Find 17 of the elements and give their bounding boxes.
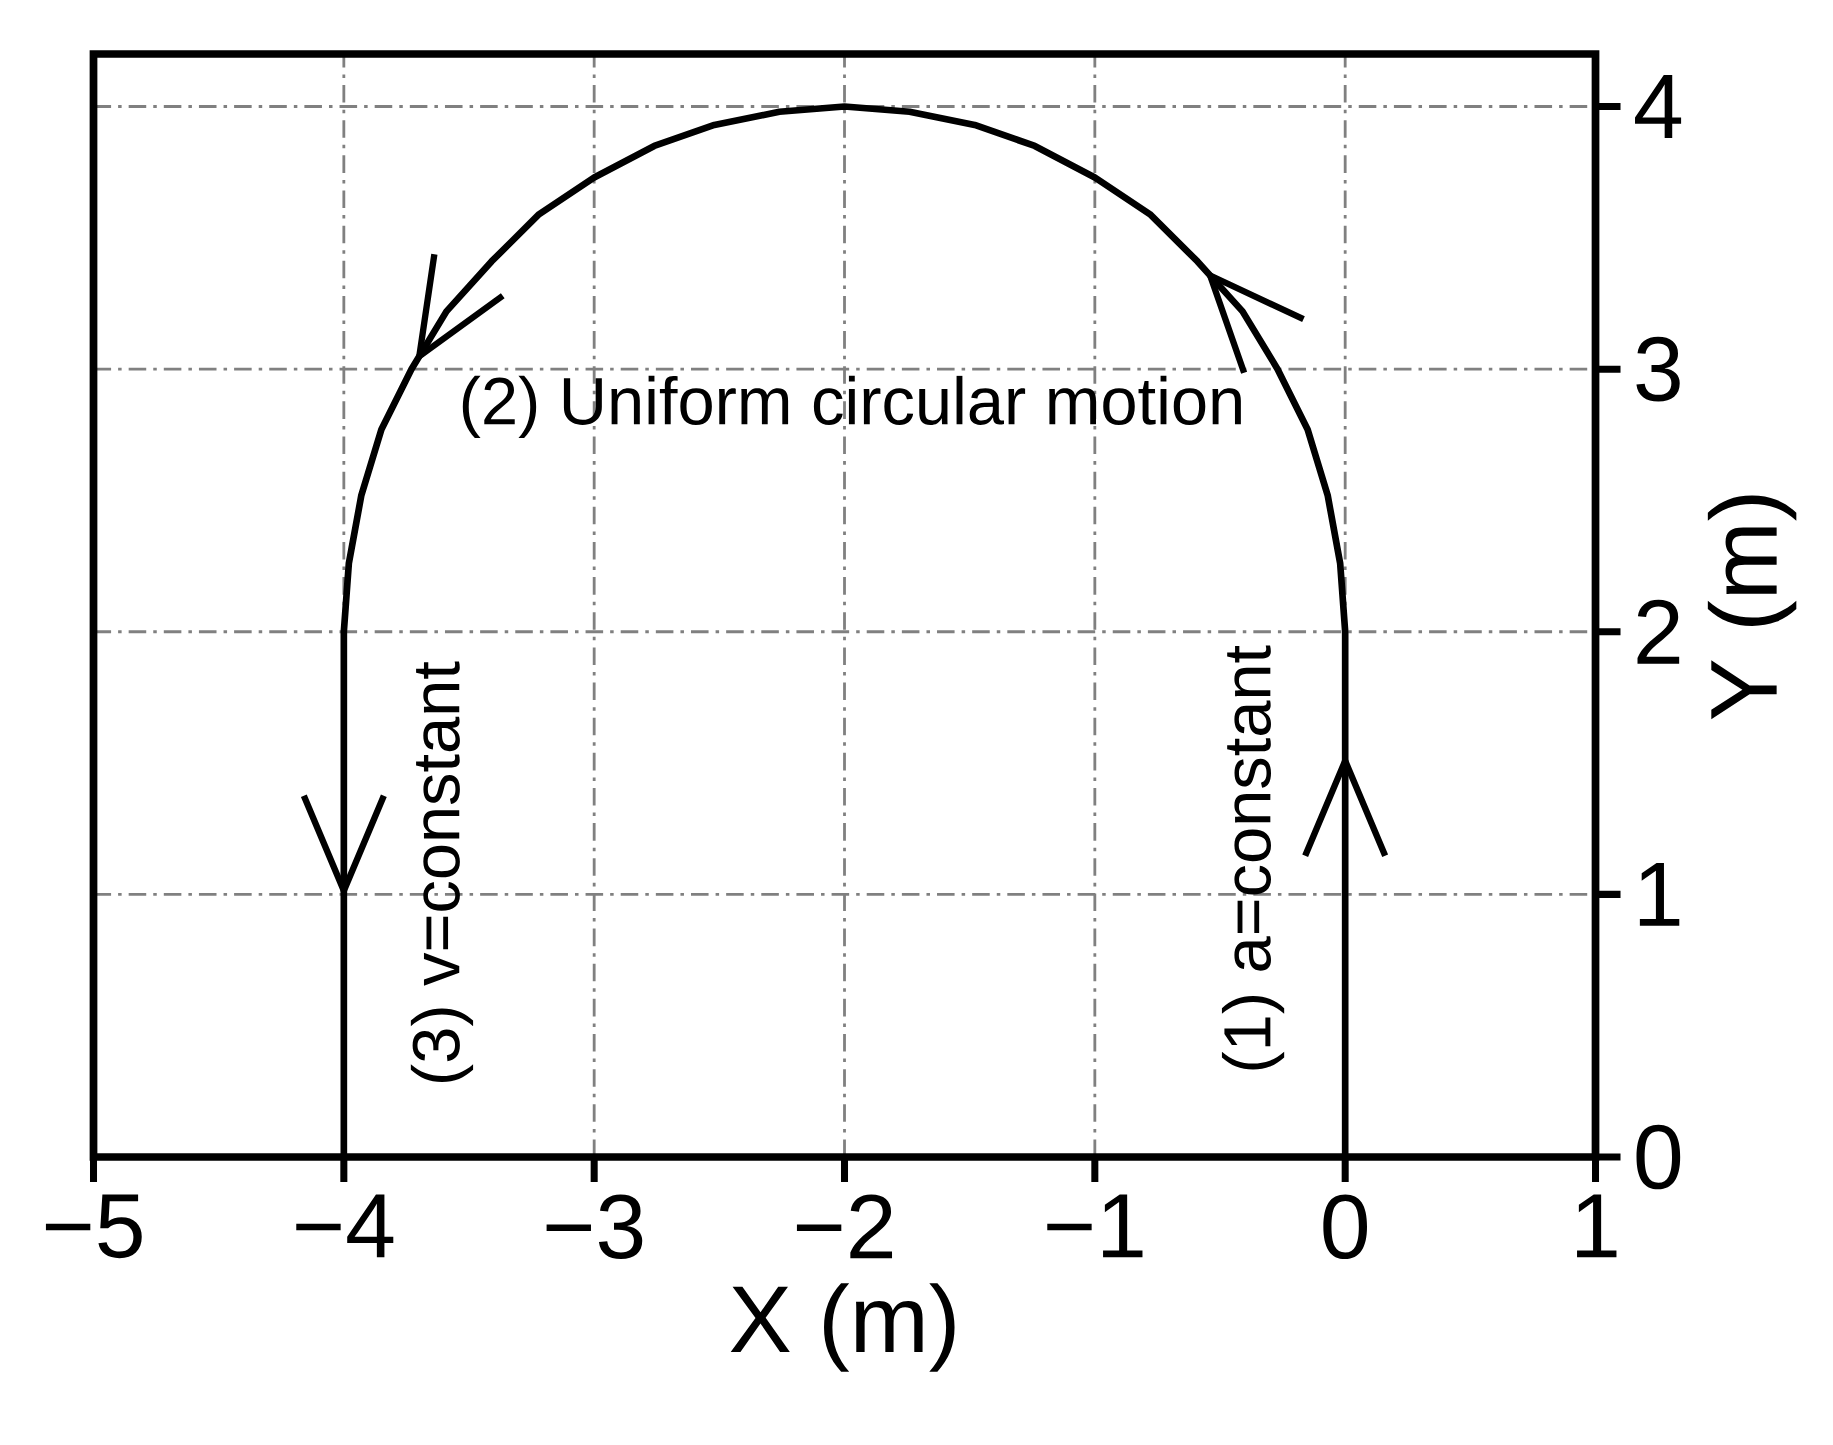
x-tick-label: −1 <box>1047 1194 1143 1258</box>
x-tick-label: 0 <box>1323 1194 1367 1260</box>
annotation: (2) Uniform circular motion <box>462 375 1241 439</box>
y-tick-label: 3 <box>1636 336 1680 402</box>
annotation: (3) v=constant <box>410 661 474 1082</box>
x-tick-label: −2 <box>796 1194 893 1259</box>
x-tick-label: −5 <box>45 1194 142 1259</box>
y-tick-label: 4 <box>1635 75 1682 138</box>
x-tick-label: 1 <box>1577 1194 1617 1258</box>
x-tick-label: −3 <box>546 1194 643 1260</box>
x-axis-title: X (m) <box>730 1283 955 1372</box>
x-tick-label: −4 <box>296 1194 394 1258</box>
y-axis-title: Y (m) <box>1707 495 1797 720</box>
annotation: (1) a=constant <box>1221 645 1285 1070</box>
y-tick-label: 1 <box>1639 862 1680 926</box>
y-tick-label: 0 <box>1636 1124 1681 1190</box>
y-tick-label: 2 <box>1637 599 1680 664</box>
